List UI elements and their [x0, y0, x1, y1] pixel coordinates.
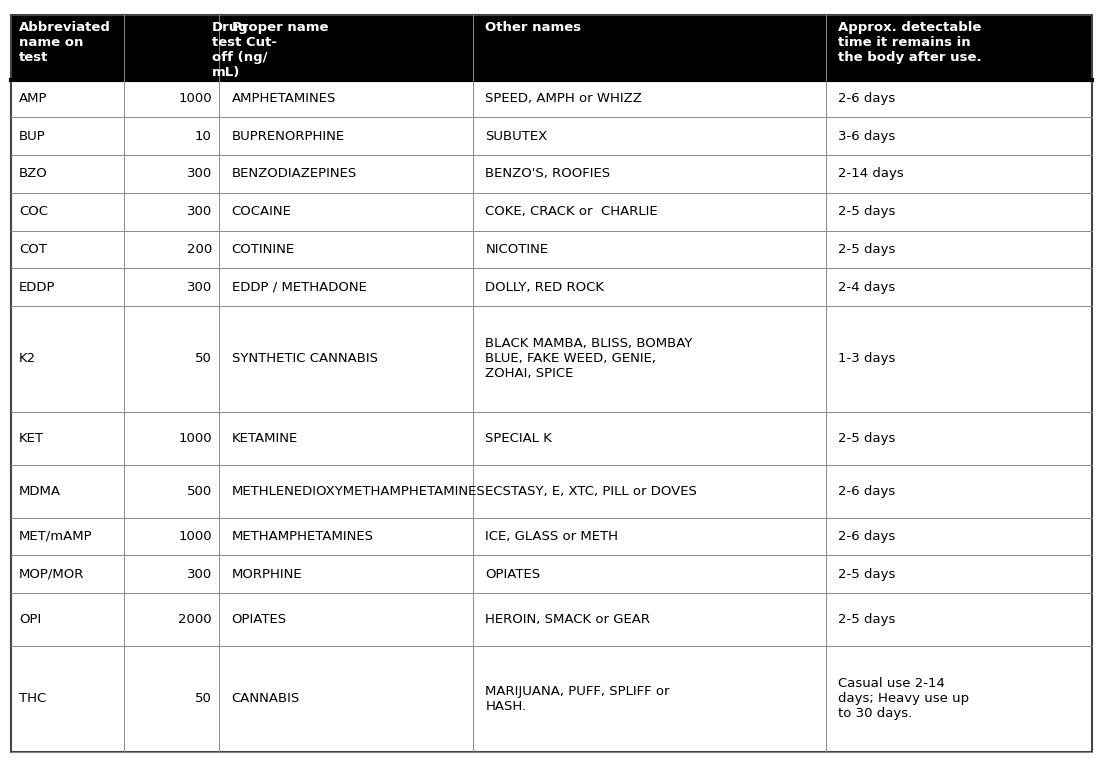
Text: MET/mAMP: MET/mAMP — [19, 530, 93, 543]
Text: OPIATES: OPIATES — [485, 568, 540, 581]
Text: 1000: 1000 — [179, 432, 212, 445]
Text: Proper name: Proper name — [232, 21, 328, 35]
Text: BUPRENORPHINE: BUPRENORPHINE — [232, 130, 345, 143]
Text: 1-3 days: 1-3 days — [838, 353, 896, 365]
Text: 200: 200 — [186, 243, 212, 256]
Bar — [11, 518, 1092, 555]
Text: BUP: BUP — [19, 130, 45, 143]
Text: DOLLY, RED ROCK: DOLLY, RED ROCK — [485, 281, 604, 294]
Text: MARIJUANA, PUFF, SPLIFF or
HASH.: MARIJUANA, PUFF, SPLIFF or HASH. — [485, 685, 670, 713]
Text: 500: 500 — [186, 485, 212, 498]
Text: COT: COT — [19, 243, 46, 256]
Text: K2: K2 — [19, 353, 36, 365]
Text: COC: COC — [19, 206, 47, 218]
Text: NICOTINE: NICOTINE — [485, 243, 548, 256]
Text: MOP/MOR: MOP/MOR — [19, 568, 84, 581]
Text: BLACK MAMBA, BLISS, BOMBAY
BLUE, FAKE WEED, GENIE,
ZOHAI, SPICE: BLACK MAMBA, BLISS, BOMBAY BLUE, FAKE WE… — [485, 337, 693, 380]
Text: 2-5 days: 2-5 days — [838, 243, 896, 256]
Text: 1000: 1000 — [179, 92, 212, 105]
Text: BENZO'S, ROOFIES: BENZO'S, ROOFIES — [485, 167, 610, 180]
Bar — [11, 555, 1092, 593]
Text: KET: KET — [19, 432, 44, 445]
Text: 10: 10 — [195, 130, 212, 143]
Text: BZO: BZO — [19, 167, 47, 180]
Text: METHLENEDIOXYMETHAMPHETAMINES: METHLENEDIOXYMETHAMPHETAMINES — [232, 485, 485, 498]
Text: 50: 50 — [195, 693, 212, 706]
Text: 300: 300 — [186, 568, 212, 581]
Text: 50: 50 — [195, 353, 212, 365]
Text: Approx. detectable
time it remains in
the body after use.: Approx. detectable time it remains in th… — [838, 21, 982, 64]
Text: SPEED, AMPH or WHIZZ: SPEED, AMPH or WHIZZ — [485, 92, 642, 105]
Text: Drug
test Cut-
off (ng/
mL): Drug test Cut- off (ng/ mL) — [212, 21, 277, 80]
Text: COKE, CRACK or  CHARLIE: COKE, CRACK or CHARLIE — [485, 206, 658, 218]
Bar — [11, 306, 1092, 412]
Text: 2-6 days: 2-6 days — [838, 92, 896, 105]
Text: BENZODIAZEPINES: BENZODIAZEPINES — [232, 167, 357, 180]
Text: OPIATES: OPIATES — [232, 613, 287, 626]
Text: 2-5 days: 2-5 days — [838, 432, 896, 445]
Text: 2-6 days: 2-6 days — [838, 485, 896, 498]
Text: AMP: AMP — [19, 92, 47, 105]
Text: KETAMINE: KETAMINE — [232, 432, 298, 445]
Text: METHAMPHETAMINES: METHAMPHETAMINES — [232, 530, 374, 543]
Text: ICE, GLASS or METH: ICE, GLASS or METH — [485, 530, 619, 543]
Text: 300: 300 — [186, 167, 212, 180]
Text: COCAINE: COCAINE — [232, 206, 291, 218]
Text: 2000: 2000 — [179, 613, 212, 626]
Text: MORPHINE: MORPHINE — [232, 568, 302, 581]
Bar — [11, 646, 1092, 752]
Text: EDDP: EDDP — [19, 281, 55, 294]
Text: ECSTASY, E, XTC, PILL or DOVES: ECSTASY, E, XTC, PILL or DOVES — [485, 485, 697, 498]
Text: 2-5 days: 2-5 days — [838, 568, 896, 581]
Bar — [11, 155, 1092, 193]
Bar — [11, 193, 1092, 231]
Text: SPECIAL K: SPECIAL K — [485, 432, 553, 445]
Text: 2-5 days: 2-5 days — [838, 206, 896, 218]
Text: Other names: Other names — [485, 21, 581, 35]
Text: 2-6 days: 2-6 days — [838, 530, 896, 543]
Bar — [11, 412, 1092, 465]
Bar — [11, 268, 1092, 306]
Text: Casual use 2-14
days; Heavy use up
to 30 days.: Casual use 2-14 days; Heavy use up to 30… — [838, 677, 970, 720]
Bar — [11, 231, 1092, 268]
Bar — [11, 15, 1092, 80]
Bar — [11, 80, 1092, 117]
Text: Abbreviated
name on
test: Abbreviated name on test — [19, 21, 110, 64]
Text: HEROIN, SMACK or GEAR: HEROIN, SMACK or GEAR — [485, 613, 651, 626]
Text: SUBUTEX: SUBUTEX — [485, 130, 547, 143]
Text: 2-14 days: 2-14 days — [838, 167, 904, 180]
Bar — [11, 593, 1092, 646]
Text: AMPHETAMINES: AMPHETAMINES — [232, 92, 336, 105]
Bar — [11, 465, 1092, 518]
Text: THC: THC — [19, 693, 46, 706]
Text: SYNTHETIC CANNABIS: SYNTHETIC CANNABIS — [232, 353, 377, 365]
Text: COTININE: COTININE — [232, 243, 295, 256]
Text: 3-6 days: 3-6 days — [838, 130, 896, 143]
Text: 2-4 days: 2-4 days — [838, 281, 896, 294]
Bar — [11, 117, 1092, 155]
Text: CANNABIS: CANNABIS — [232, 693, 300, 706]
Text: 300: 300 — [186, 206, 212, 218]
Text: OPI: OPI — [19, 613, 41, 626]
Text: EDDP / METHADONE: EDDP / METHADONE — [232, 281, 366, 294]
Text: 1000: 1000 — [179, 530, 212, 543]
Text: MDMA: MDMA — [19, 485, 61, 498]
Text: 300: 300 — [186, 281, 212, 294]
Text: 2-5 days: 2-5 days — [838, 613, 896, 626]
